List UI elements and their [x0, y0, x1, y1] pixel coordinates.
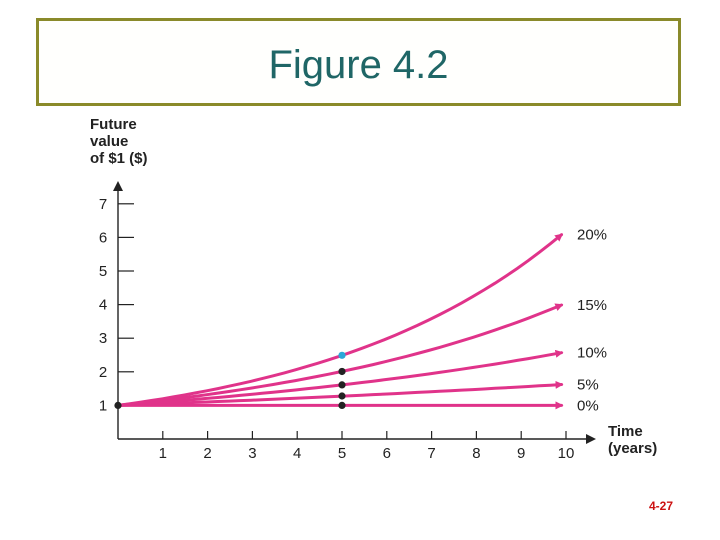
x-tick-label: 1	[159, 445, 167, 462]
x-axis-label-line: Time	[608, 423, 643, 440]
series-label: 15%	[577, 297, 607, 314]
series-line	[116, 233, 564, 407]
x-tick-label: 6	[383, 445, 391, 462]
series-label: 0%	[577, 397, 599, 414]
data-point	[338, 367, 346, 376]
slide-title: Figure 4.2	[268, 43, 449, 87]
x-axis-label-line: (years)	[608, 440, 658, 457]
y-tick-label: 6	[99, 229, 107, 246]
series-label: 20%	[577, 227, 607, 244]
x-tick-label: 4	[293, 445, 301, 462]
y-tick-label: 5	[99, 263, 107, 280]
x-axis-label: Time (years)	[608, 423, 657, 457]
data-point	[338, 381, 346, 389]
y-tick-label: 1	[99, 397, 107, 414]
y-tick-label: 4	[99, 297, 107, 314]
data-point	[338, 392, 346, 400]
y-tick-label: 2	[99, 364, 107, 381]
x-tick-label: 3	[248, 445, 256, 462]
x-tick-label: 10	[558, 445, 575, 462]
page-number: 4-27	[649, 499, 674, 513]
y-axis-label-line: of $1 ($)	[90, 150, 148, 167]
x-tick-label: 5	[338, 445, 346, 462]
x-tick-label: 7	[427, 445, 435, 462]
title-box: Figure 4.2	[36, 18, 681, 106]
series-label: 5%	[577, 377, 599, 394]
y-axis-label-line: Future	[90, 116, 137, 133]
series-label: 10%	[577, 345, 607, 362]
y-tick-label: 7	[99, 196, 107, 213]
x-tick-label: 9	[517, 445, 525, 462]
data-point	[114, 401, 122, 409]
data-point	[338, 351, 346, 359]
x-tick-label: 8	[472, 445, 480, 462]
y-tick-label: 3	[99, 330, 107, 347]
y-axis-label-line: value	[90, 133, 129, 150]
data-point	[338, 401, 346, 409]
x-tick-label: 2	[203, 445, 211, 462]
y-axis-label: Future value of $1 ($)	[90, 116, 148, 167]
